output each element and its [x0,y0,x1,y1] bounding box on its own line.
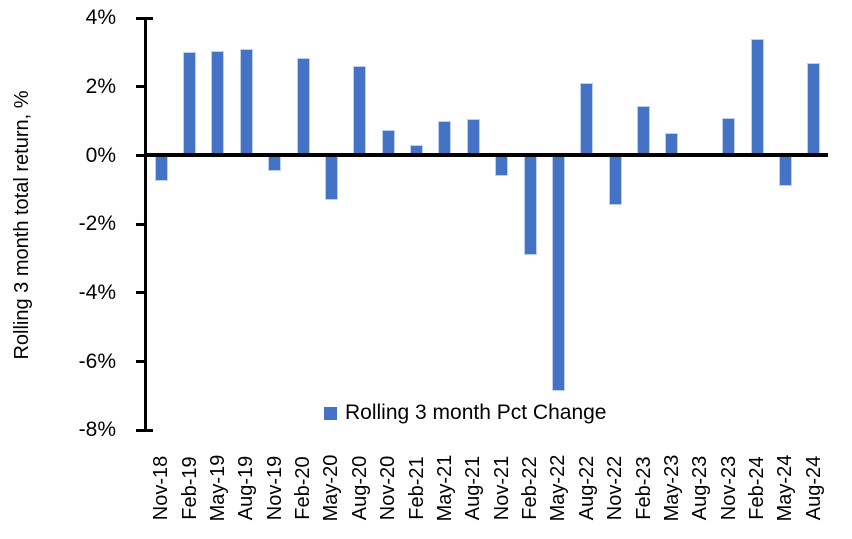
x-tick-label: May-23 [660,454,683,522]
bar-May-20 [324,155,338,201]
bar-May-19 [211,50,225,156]
x-tick-label: Feb-20 [292,456,315,520]
bar-Nov-23 [722,117,736,156]
bar-Nov-21 [495,155,509,177]
y-axis-line [144,17,147,432]
y-tick-mark [136,222,145,226]
bar-Feb-20 [296,57,310,156]
x-tick-label: Feb-21 [405,456,428,520]
x-tick-label: May-21 [433,454,456,522]
bar-Feb-24 [750,38,764,156]
y-tick-label: -6% [78,349,116,373]
bar-Nov-19 [268,155,282,171]
bar-Nov-18 [154,155,168,182]
x-tick-label: Feb-19 [178,456,201,520]
x-tick-label: Aug-20 [348,455,371,521]
bar-May-21 [438,121,452,156]
bar-Aug-21 [466,119,480,156]
bar-Feb-22 [523,155,537,256]
x-tick-label: Feb-23 [632,456,655,520]
x-tick-label: Feb-22 [519,456,542,520]
y-tick-label: 2% [85,74,116,98]
x-tick-label: Nov-23 [717,455,740,521]
x-tick-label: May-20 [320,454,343,522]
x-tick-label: May-24 [774,454,797,522]
y-tick-label: -2% [78,212,116,236]
bar-Aug-24 [807,62,821,156]
x-tick-label: Feb-24 [746,456,769,520]
x-tick-label: Nov-19 [263,455,286,521]
y-tick-label: -4% [78,280,116,304]
bar-May-22 [551,155,565,391]
y-tick-mark [136,154,145,157]
bar-Aug-20 [353,66,367,156]
y-tick-mark [136,291,145,295]
x-tick-label: Aug-24 [802,455,825,521]
y-tick-label: 0% [85,143,116,167]
y-axis-title: Rolling 3 month total return, % [11,90,33,360]
x-axis-zero-line [144,153,828,157]
legend-swatch-icon [324,406,337,420]
legend: Rolling 3 month Pct Change [324,401,607,425]
x-tick-label: May-22 [547,454,570,522]
x-tick-label: Aug-22 [575,455,598,521]
bar-Aug-19 [239,48,253,156]
x-tick-label: Nov-20 [377,455,400,521]
bar-Nov-20 [381,129,395,156]
legend-label: Rolling 3 month Pct Change [345,401,607,424]
x-tick-label: Nov-22 [604,455,627,521]
x-tick-label: Aug-21 [462,455,485,521]
bar-Feb-23 [637,105,651,156]
y-tick-mark [136,360,145,364]
bar-Nov-22 [608,155,622,206]
bar-May-24 [778,155,792,187]
y-tick-label: 4% [85,6,116,30]
x-tick-label: Aug-23 [689,455,712,521]
x-tick-label: Nov-21 [490,455,513,521]
x-tick-label: Nov-18 [150,455,173,521]
bar-Aug-22 [580,83,594,156]
y-tick-mark [136,85,145,89]
x-tick-label: May-19 [206,454,229,522]
y-tick-label: -8% [78,418,116,442]
bar-Feb-19 [183,52,197,156]
x-tick-label: Aug-19 [235,455,258,521]
